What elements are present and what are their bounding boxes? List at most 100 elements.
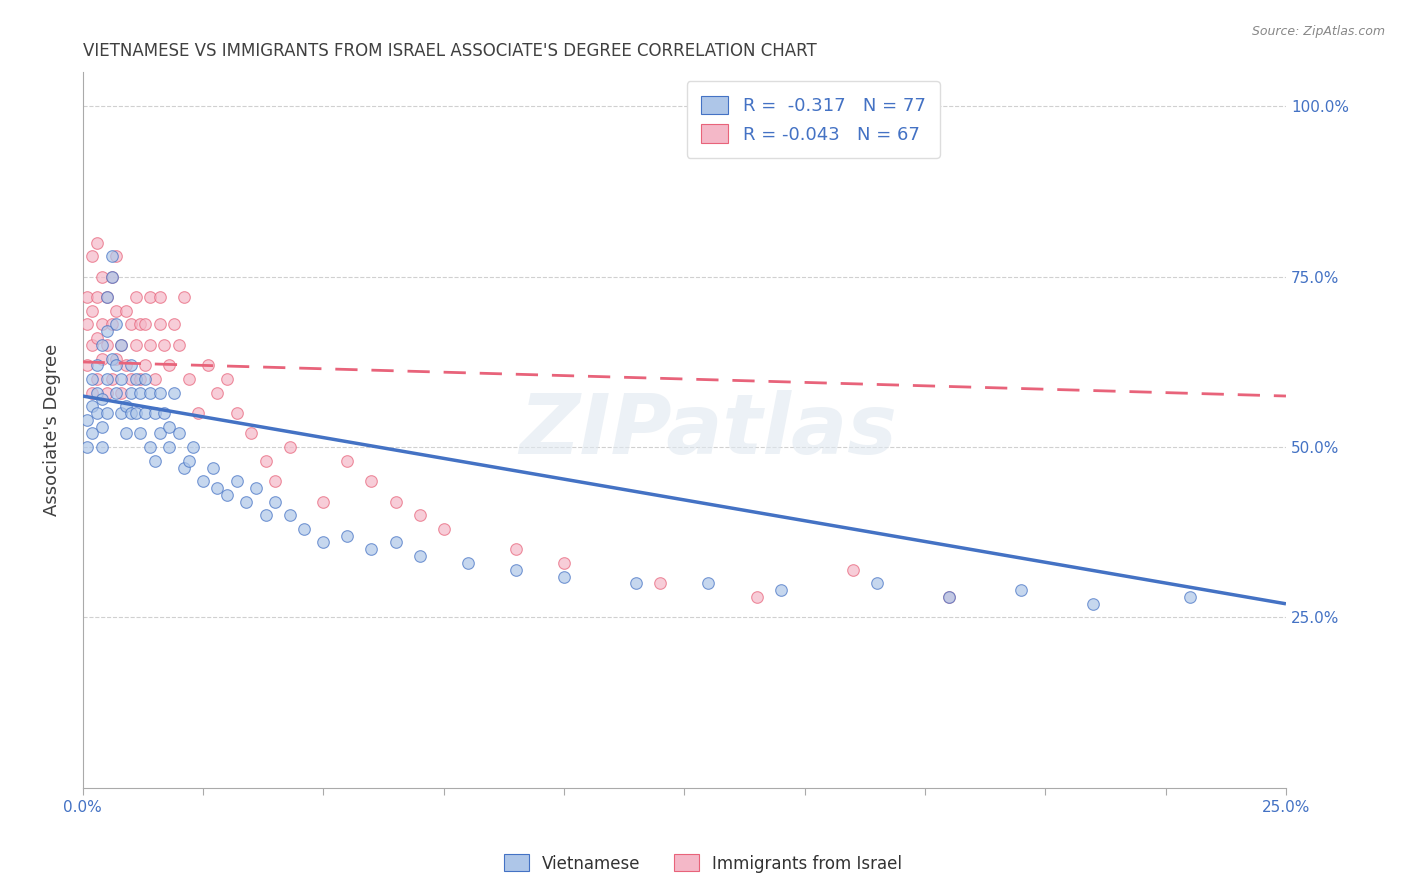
Point: [384, 494, 406, 508]
Point: [96, 338, 118, 352]
Point: [433, 522, 456, 536]
Point: [105, 351, 128, 366]
Point: [215, 372, 238, 386]
Point: [254, 454, 277, 468]
Point: [139, 440, 162, 454]
Point: [842, 563, 865, 577]
Point: [191, 474, 214, 488]
Text: ZIPatlas: ZIPatlas: [519, 390, 897, 471]
Point: [124, 338, 146, 352]
Point: [312, 494, 335, 508]
Point: [100, 269, 122, 284]
Point: [139, 338, 162, 352]
Point: [82, 304, 104, 318]
Point: [360, 474, 382, 488]
Point: [120, 406, 142, 420]
Point: [96, 324, 118, 338]
Point: [120, 359, 142, 373]
Text: VIETNAMESE VS IMMIGRANTS FROM ISRAEL ASSOCIATE'S DEGREE CORRELATION CHART: VIETNAMESE VS IMMIGRANTS FROM ISRAEL ASS…: [83, 42, 817, 60]
Point: [100, 318, 122, 332]
Point: [134, 372, 156, 386]
Point: [153, 338, 176, 352]
Point: [82, 372, 104, 386]
Point: [624, 576, 647, 591]
Point: [76, 290, 98, 304]
Point: [201, 460, 224, 475]
Point: [173, 460, 195, 475]
Point: [96, 372, 118, 386]
Point: [177, 454, 200, 468]
Point: [115, 399, 138, 413]
Point: [163, 318, 186, 332]
Point: [134, 359, 156, 373]
Point: [153, 406, 176, 420]
Point: [86, 385, 108, 400]
Point: [76, 359, 98, 373]
Point: [129, 372, 152, 386]
Point: [86, 372, 108, 386]
Point: [82, 249, 104, 263]
Point: [129, 426, 152, 441]
Point: [457, 556, 479, 570]
Point: [187, 406, 209, 420]
Point: [139, 290, 162, 304]
Point: [225, 474, 247, 488]
Point: [143, 372, 166, 386]
Point: [110, 385, 132, 400]
Point: [1178, 590, 1201, 604]
Point: [167, 338, 190, 352]
Point: [235, 494, 257, 508]
Point: [134, 406, 156, 420]
Point: [90, 338, 112, 352]
Point: [120, 318, 142, 332]
Point: [292, 522, 315, 536]
Point: [183, 440, 205, 454]
Point: [225, 406, 247, 420]
Point: [110, 338, 132, 352]
Point: [173, 290, 195, 304]
Point: [149, 385, 172, 400]
Point: [105, 385, 128, 400]
Y-axis label: Associate's Degree: Associate's Degree: [44, 344, 60, 516]
Point: [1083, 597, 1105, 611]
Point: [76, 413, 98, 427]
Point: [408, 549, 430, 563]
Point: [157, 440, 180, 454]
Point: [336, 454, 359, 468]
Point: [124, 372, 146, 386]
Point: [90, 419, 112, 434]
Point: [124, 406, 146, 420]
Point: [866, 576, 889, 591]
Point: [82, 385, 104, 400]
Point: [110, 372, 132, 386]
Point: [938, 590, 960, 604]
Point: [86, 331, 108, 345]
Point: [149, 426, 172, 441]
Point: [82, 399, 104, 413]
Point: [124, 290, 146, 304]
Point: [745, 590, 768, 604]
Point: [163, 385, 186, 400]
Point: [120, 385, 142, 400]
Point: [100, 249, 122, 263]
Point: [90, 440, 112, 454]
Point: [96, 385, 118, 400]
Point: [115, 304, 138, 318]
Point: [938, 590, 960, 604]
Point: [336, 529, 359, 543]
Point: [278, 440, 301, 454]
Point: [129, 318, 152, 332]
Point: [207, 385, 229, 400]
Point: [384, 535, 406, 549]
Legend: R =  -0.317   N = 77, R = -0.043   N = 67: R = -0.317 N = 77, R = -0.043 N = 67: [686, 81, 941, 158]
Point: [1010, 583, 1032, 598]
Point: [90, 351, 112, 366]
Point: [264, 494, 287, 508]
Point: [100, 269, 122, 284]
Point: [215, 488, 238, 502]
Point: [207, 481, 229, 495]
Point: [167, 426, 190, 441]
Point: [157, 359, 180, 373]
Point: [254, 508, 277, 523]
Point: [82, 426, 104, 441]
